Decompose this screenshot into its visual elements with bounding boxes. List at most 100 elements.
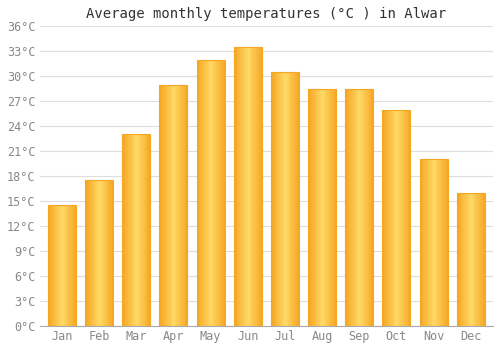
Bar [204, 60, 205, 326]
Bar [174, 85, 176, 326]
Bar [356, 89, 358, 326]
Bar [382, 110, 410, 326]
Bar [347, 89, 348, 326]
Bar [48, 205, 49, 326]
Bar [92, 180, 94, 326]
Bar [97, 180, 98, 326]
Bar [112, 180, 113, 326]
Bar [137, 134, 138, 326]
Bar [288, 72, 290, 326]
Bar [426, 160, 427, 326]
Bar [372, 89, 373, 326]
Bar [312, 89, 313, 326]
Bar [160, 85, 162, 326]
Bar [365, 89, 366, 326]
Bar [479, 193, 480, 326]
Bar [238, 47, 240, 326]
Bar [48, 205, 76, 326]
Bar [90, 180, 92, 326]
Bar [127, 134, 128, 326]
Bar [136, 134, 137, 326]
Bar [66, 205, 68, 326]
Bar [311, 89, 312, 326]
Bar [368, 89, 370, 326]
Bar [85, 180, 86, 326]
Bar [388, 110, 389, 326]
Bar [444, 160, 446, 326]
Bar [287, 72, 288, 326]
Bar [73, 205, 74, 326]
Bar [334, 89, 335, 326]
Bar [333, 89, 334, 326]
Bar [134, 134, 136, 326]
Bar [358, 89, 360, 326]
Bar [250, 47, 252, 326]
Bar [106, 180, 108, 326]
Bar [101, 180, 102, 326]
Bar [318, 89, 320, 326]
Bar [122, 134, 123, 326]
Bar [346, 89, 373, 326]
Bar [244, 47, 245, 326]
Bar [366, 89, 368, 326]
Bar [285, 72, 286, 326]
Bar [346, 89, 347, 326]
Bar [165, 85, 166, 326]
Bar [298, 72, 299, 326]
Bar [326, 89, 328, 326]
Bar [205, 60, 206, 326]
Bar [349, 89, 350, 326]
Bar [390, 110, 391, 326]
Bar [296, 72, 297, 326]
Bar [222, 60, 224, 326]
Bar [481, 193, 482, 326]
Bar [276, 72, 278, 326]
Bar [89, 180, 90, 326]
Bar [401, 110, 402, 326]
Bar [221, 60, 222, 326]
Bar [310, 89, 311, 326]
Bar [139, 134, 140, 326]
Bar [104, 180, 106, 326]
Bar [364, 89, 365, 326]
Bar [140, 134, 141, 326]
Bar [354, 89, 356, 326]
Bar [352, 89, 354, 326]
Bar [172, 85, 174, 326]
Bar [313, 89, 314, 326]
Bar [103, 180, 104, 326]
Bar [464, 193, 465, 326]
Bar [130, 134, 132, 326]
Bar [245, 47, 246, 326]
Bar [325, 89, 326, 326]
Bar [399, 110, 400, 326]
Bar [280, 72, 281, 326]
Bar [295, 72, 296, 326]
Bar [335, 89, 336, 326]
Bar [350, 89, 351, 326]
Bar [272, 72, 273, 326]
Bar [332, 89, 333, 326]
Bar [480, 193, 481, 326]
Bar [297, 72, 298, 326]
Bar [248, 47, 250, 326]
Bar [68, 205, 70, 326]
Bar [126, 134, 127, 326]
Bar [216, 60, 217, 326]
Bar [138, 134, 139, 326]
Bar [179, 85, 180, 326]
Bar [196, 60, 198, 326]
Bar [217, 60, 218, 326]
Bar [394, 110, 396, 326]
Bar [391, 110, 392, 326]
Bar [292, 72, 294, 326]
Bar [178, 85, 179, 326]
Bar [58, 205, 59, 326]
Bar [88, 180, 89, 326]
Bar [457, 193, 484, 326]
Bar [219, 60, 220, 326]
Bar [436, 160, 438, 326]
Bar [320, 89, 321, 326]
Bar [286, 72, 287, 326]
Bar [74, 205, 75, 326]
